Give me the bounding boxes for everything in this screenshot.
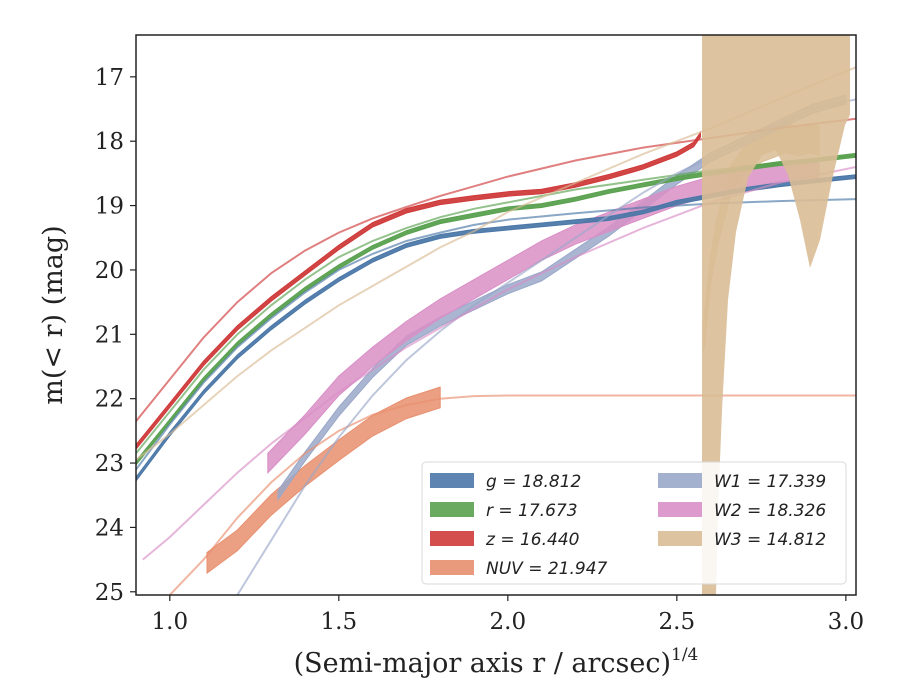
series-line-w2-model xyxy=(142,166,856,561)
legend-label-nuv: NUV = 21.947 xyxy=(486,559,608,579)
legend-label-z: z = 16.440 xyxy=(485,530,579,550)
legend-box xyxy=(421,461,847,585)
x-axis-label: (Semi-major axis r / arcsec)1/4 xyxy=(294,645,699,679)
y-tick-label: 19 xyxy=(95,194,124,220)
w3-uncertainty-region xyxy=(702,35,850,595)
series-band-z xyxy=(136,130,701,450)
legend-swatch-w1 xyxy=(658,473,702,488)
x-tick-label: 3.0 xyxy=(828,609,865,635)
legend-label-w3: W3 = 14.812 xyxy=(714,530,826,550)
legend-label-w2: W2 = 18.326 xyxy=(714,501,826,521)
y-tick-label: 21 xyxy=(95,322,124,348)
y-axis-label: m(< r) (mag) xyxy=(38,225,69,404)
legend-swatch-r xyxy=(430,502,474,517)
y-tick-label: 17 xyxy=(95,65,124,91)
legend-swatch-g xyxy=(430,473,474,488)
x-tick-label: 1.0 xyxy=(152,609,189,635)
series-line-w3-model xyxy=(136,66,856,461)
legend-label-g: g = 18.812 xyxy=(486,472,581,492)
legend-swatch-w2 xyxy=(658,502,702,517)
legend-label-r: r = 17.673 xyxy=(486,501,578,521)
x-tick-label: 2.0 xyxy=(490,609,527,635)
x-axis: 1.0 1.5 2.0 2.5 3.0 xyxy=(152,595,865,635)
legend-swatch-w3 xyxy=(658,531,702,546)
y-tick-label: 24 xyxy=(95,515,124,541)
y-tick-label: 20 xyxy=(95,258,124,284)
x-tick-label: 1.5 xyxy=(321,609,358,635)
legend-swatch-nuv xyxy=(430,560,474,575)
x-tick-label: 2.5 xyxy=(659,609,696,635)
series-line-r-model xyxy=(136,154,856,455)
series-line-g-model xyxy=(136,198,856,471)
legend-swatch-z xyxy=(430,531,474,546)
model-line-layer xyxy=(136,66,856,595)
y-axis: 17 18 19 20 21 22 23 24 25 xyxy=(95,65,136,606)
y-tick-label: 23 xyxy=(95,451,124,477)
series-line-nuv-model xyxy=(169,394,856,595)
legend: g = 18.812 r = 17.673 z = 16.440 NUV = 21.9… xyxy=(421,461,847,585)
series-band-g xyxy=(136,174,856,482)
legend-label-w1: W1 = 17.339 xyxy=(714,472,826,492)
plot-frame xyxy=(135,34,857,596)
y-tick-label: 25 xyxy=(95,580,124,606)
series-line-z-model xyxy=(136,117,856,422)
y-tick-label: 22 xyxy=(95,387,124,413)
series-band-r xyxy=(136,152,856,466)
y-tick-label: 18 xyxy=(95,129,124,155)
